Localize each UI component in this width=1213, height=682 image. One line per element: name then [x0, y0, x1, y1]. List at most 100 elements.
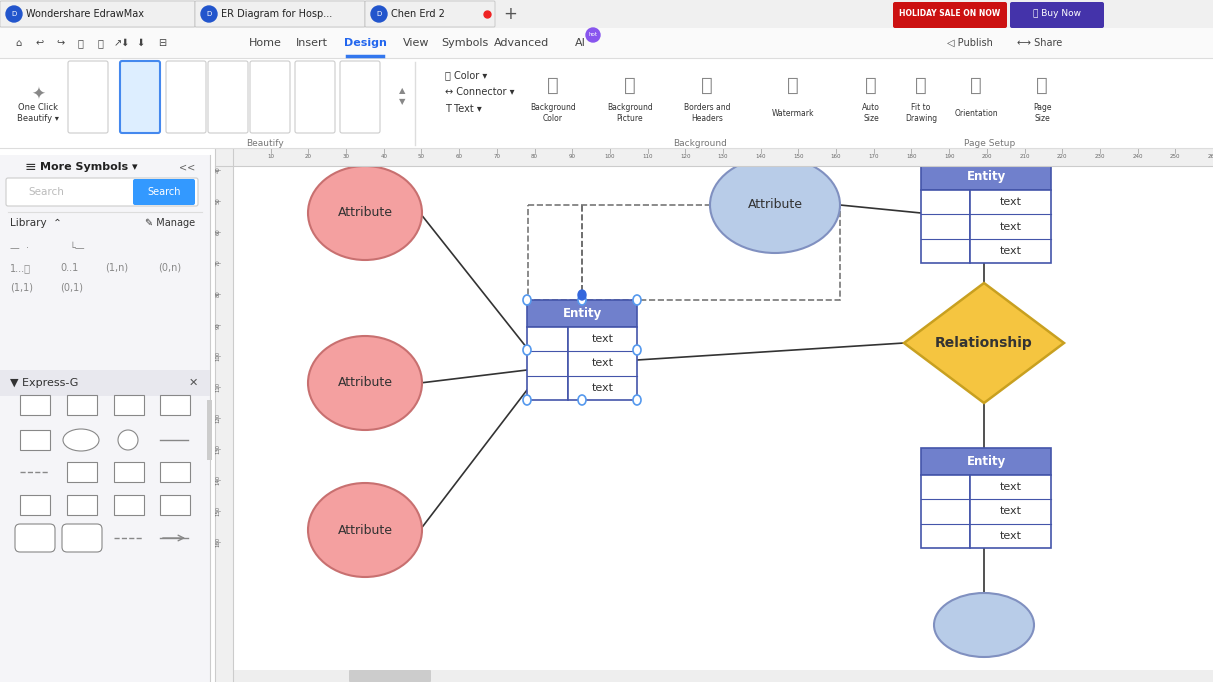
Text: Search: Search [147, 187, 181, 197]
FancyBboxPatch shape [0, 1, 195, 27]
Text: ↗⬇: ↗⬇ [114, 38, 130, 48]
Text: 170: 170 [869, 155, 879, 160]
Bar [0, 58, 1213, 148]
Bar [233, 670, 1213, 682]
FancyBboxPatch shape [1010, 2, 1104, 28]
Text: One Click
Beautify ▾: One Click Beautify ▾ [17, 103, 59, 123]
Text: ▼ Express-G: ▼ Express-G [10, 378, 79, 388]
Text: ⬜: ⬜ [1036, 76, 1048, 95]
Text: text: text [1000, 197, 1021, 207]
Text: ⌂: ⌂ [15, 38, 21, 48]
Bar [67, 462, 97, 482]
Text: 80: 80 [531, 155, 539, 160]
Text: ⬜: ⬜ [625, 76, 636, 95]
FancyBboxPatch shape [295, 61, 335, 133]
Text: text: text [1000, 222, 1021, 231]
Bar [160, 462, 190, 482]
Text: ⬇: ⬇ [136, 38, 144, 48]
Text: Fit to
Drawing: Fit to Drawing [905, 103, 938, 123]
Bar [970, 475, 1050, 548]
Bar [114, 395, 144, 415]
Ellipse shape [633, 345, 640, 355]
Text: 50: 50 [216, 198, 221, 205]
Text: Design: Design [343, 38, 387, 48]
FancyBboxPatch shape [207, 61, 247, 133]
FancyBboxPatch shape [893, 2, 1007, 28]
Text: 60: 60 [216, 228, 221, 235]
Text: 90: 90 [569, 155, 576, 160]
Polygon shape [904, 283, 1064, 403]
Text: ✕: ✕ [189, 378, 198, 388]
Text: 90: 90 [216, 322, 221, 329]
Ellipse shape [523, 345, 531, 355]
Text: text: text [1000, 507, 1021, 516]
Text: 110: 110 [216, 382, 221, 392]
Text: Beautify: Beautify [246, 138, 284, 147]
Text: HOLIDAY SALE ON NOW: HOLIDAY SALE ON NOW [899, 10, 1001, 18]
Ellipse shape [118, 430, 138, 450]
FancyBboxPatch shape [15, 524, 55, 552]
Bar [160, 495, 190, 515]
Bar [19, 495, 50, 515]
Text: 160: 160 [831, 155, 842, 160]
Bar [207, 400, 212, 460]
Text: Background: Background [673, 138, 727, 147]
Text: 50: 50 [418, 155, 425, 160]
Bar [215, 148, 233, 682]
Text: (0,1): (0,1) [59, 283, 82, 293]
Text: 60: 60 [456, 155, 462, 160]
Text: Attribute: Attribute [337, 524, 393, 537]
Text: 40: 40 [216, 166, 221, 173]
Bar [233, 166, 1213, 682]
Text: Symbols: Symbols [442, 38, 489, 48]
Bar [114, 462, 144, 482]
Text: 240: 240 [1133, 155, 1143, 160]
Text: ✦: ✦ [32, 86, 45, 104]
Text: ↪: ↪ [56, 38, 64, 48]
Bar [67, 395, 97, 415]
Text: D: D [206, 11, 211, 17]
Text: 210: 210 [1019, 155, 1030, 160]
Text: +: + [503, 5, 517, 23]
FancyBboxPatch shape [195, 1, 365, 27]
Text: 130: 130 [718, 155, 728, 160]
Ellipse shape [710, 157, 839, 253]
Text: Page
Size: Page Size [1032, 103, 1052, 123]
Text: Search: Search [28, 187, 64, 197]
Ellipse shape [308, 483, 422, 577]
Text: ▲
▼: ▲ ▼ [399, 87, 405, 106]
Bar [0, 370, 210, 396]
Text: 1...＊: 1...＊ [10, 263, 32, 273]
Bar [528, 205, 839, 300]
Text: Background
Picture: Background Picture [608, 103, 653, 123]
Ellipse shape [579, 295, 586, 305]
Text: ✎ Manage: ✎ Manage [144, 218, 195, 228]
Bar [67, 495, 97, 515]
Text: ER Diagram for Hosp...: ER Diagram for Hosp... [221, 9, 332, 19]
Text: ⬜ Color ▾: ⬜ Color ▾ [445, 70, 488, 80]
Text: 250: 250 [1171, 155, 1180, 160]
Ellipse shape [633, 295, 640, 305]
Text: ⬜: ⬜ [787, 76, 799, 95]
Text: D: D [376, 11, 382, 17]
Ellipse shape [579, 290, 586, 300]
Bar [0, 155, 210, 682]
Ellipse shape [633, 395, 640, 405]
Text: text: text [592, 359, 614, 368]
Text: hot: hot [588, 33, 598, 38]
Text: 20: 20 [304, 155, 312, 160]
Text: Entity: Entity [563, 307, 602, 320]
Bar [19, 395, 50, 415]
Bar [568, 327, 637, 400]
Text: Auto
Size: Auto Size [862, 103, 879, 123]
Text: 70: 70 [494, 155, 500, 160]
Text: text: text [1000, 531, 1021, 541]
Ellipse shape [308, 336, 422, 430]
Text: Entity: Entity [967, 455, 1006, 468]
Text: 70: 70 [216, 260, 221, 267]
Bar [921, 163, 1050, 190]
Bar [921, 475, 970, 548]
Text: Relationship: Relationship [935, 336, 1033, 350]
Text: Home: Home [249, 38, 281, 48]
Bar [215, 148, 1213, 166]
